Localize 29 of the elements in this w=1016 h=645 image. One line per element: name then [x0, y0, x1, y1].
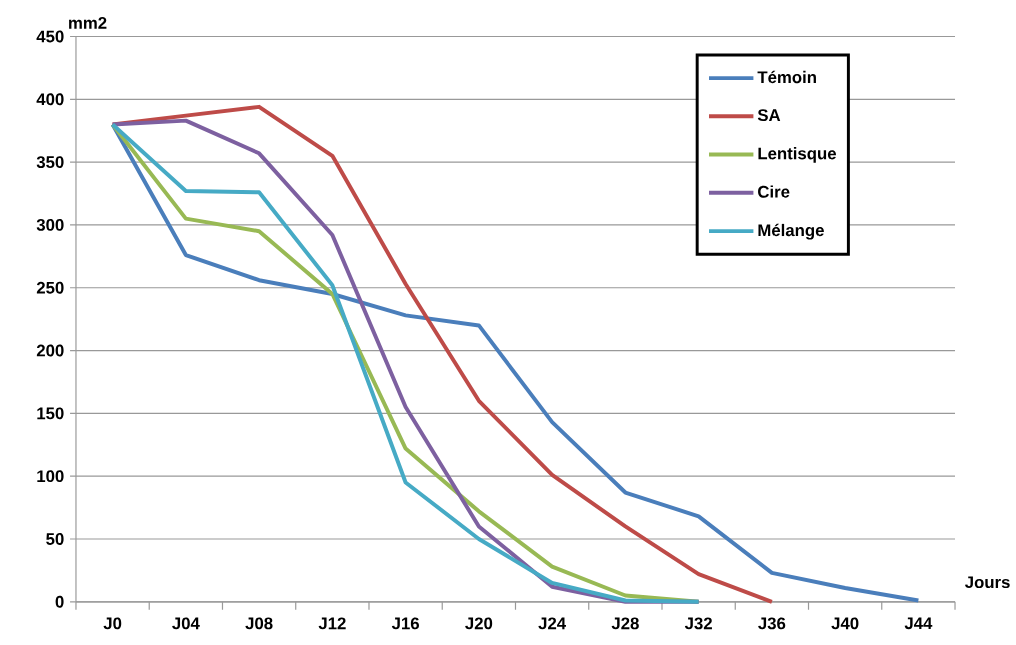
x-tick-label: J08 — [245, 617, 273, 630]
x-tick-label: J44 — [904, 617, 933, 630]
x-tick-label: J0 — [103, 617, 122, 630]
x-tick-label: J28 — [611, 617, 639, 630]
y-tick-label: 200 — [36, 344, 64, 357]
y-tick-label: 100 — [37, 470, 64, 483]
x-tick-label: J16 — [391, 617, 419, 630]
legend-label: Mélange — [758, 223, 824, 240]
legend-label: Cire — [758, 185, 790, 198]
y-tick-label: 0 — [55, 595, 64, 608]
legend-label: Lentisque — [758, 146, 836, 163]
y-tick-label: 300 — [36, 218, 64, 231]
y-axis-title: mm2 — [69, 16, 107, 29]
x-axis-title: Jours — [964, 576, 1010, 589]
y-tick-label: 250 — [36, 281, 64, 294]
x-tick-label: J40 — [831, 617, 859, 630]
y-tick-label: 450 — [36, 30, 64, 43]
x-tick-label: J24 — [538, 617, 567, 630]
y-tick-label: 400 — [36, 93, 64, 106]
legend-label: Témoin — [757, 70, 816, 84]
x-tick-label: J04 — [172, 617, 200, 630]
y-tick-label: 50 — [46, 532, 64, 545]
x-tick-label: J20 — [465, 617, 493, 630]
y-tick-label: 350 — [36, 156, 64, 168]
y-tick-label: 150 — [37, 407, 64, 420]
x-tick-label: J36 — [758, 617, 786, 630]
x-tick-label: J12 — [318, 617, 346, 630]
x-tick-label: J32 — [684, 617, 712, 630]
legend-label: SA — [757, 109, 781, 121]
